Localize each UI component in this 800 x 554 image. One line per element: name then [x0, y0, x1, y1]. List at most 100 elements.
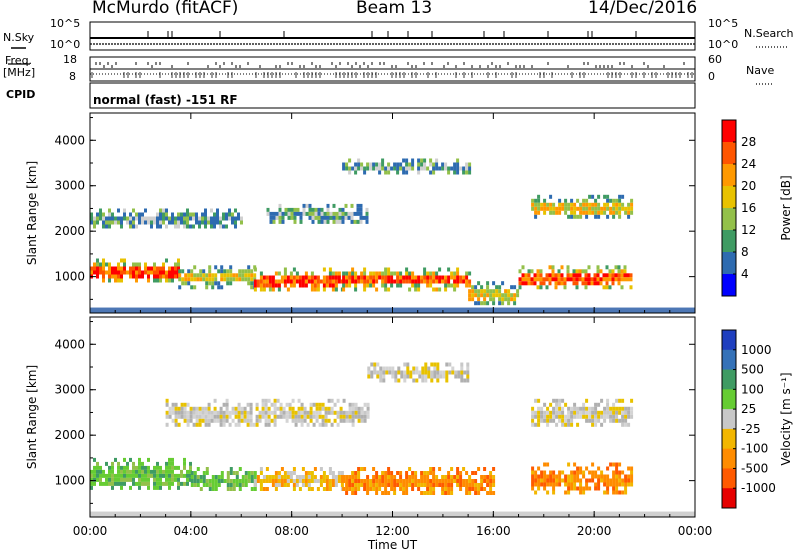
velocity-cell: [277, 471, 281, 475]
velocity-cell: [237, 418, 241, 423]
velocity-cell: [396, 483, 400, 487]
velocity-cell: [351, 422, 355, 427]
velocity-cell: [441, 483, 445, 487]
velocity-cell: [129, 469, 132, 474]
velocity-cell: [600, 474, 604, 479]
velocity-cell: [285, 414, 289, 419]
velocity-cell: [534, 398, 538, 403]
velocity-cell: [448, 362, 452, 367]
velocity-cell: [405, 491, 409, 495]
velocity-cell: [387, 491, 391, 495]
velocity-cell: [447, 483, 451, 487]
power-cell: [123, 270, 126, 275]
power-cell: [603, 194, 607, 199]
velocity-colorbar-segment: [722, 349, 736, 371]
velocity-cell: [399, 479, 403, 483]
velocity-cell: [576, 486, 580, 491]
velocity-cell: [225, 410, 229, 415]
velocity-cell: [390, 475, 394, 479]
power-cell: [192, 212, 195, 217]
velocity-cell: [630, 398, 634, 403]
velocity-cell: [621, 422, 625, 427]
power-colorbar-segment: [722, 142, 736, 165]
power-cell: [611, 281, 615, 286]
velocity-cell: [609, 406, 613, 411]
power-cell: [513, 301, 517, 306]
power-cell: [614, 273, 618, 278]
power-cell: [396, 283, 400, 288]
power-panel: [90, 158, 695, 313]
power-cell: [402, 279, 406, 284]
velocity-cell: [223, 479, 227, 483]
velocity-cell: [627, 474, 631, 479]
power-cell: [405, 271, 409, 276]
velocity-cell: [612, 486, 616, 491]
power-cell: [108, 224, 111, 229]
velocity-cell: [421, 378, 425, 383]
velocity-cell: [283, 471, 287, 475]
velocity-cell: [99, 469, 102, 474]
velocity-cell: [264, 422, 268, 427]
search-axis-bottom: 10^0: [708, 38, 739, 51]
power-cell: [372, 275, 376, 280]
power-cell: [199, 277, 203, 282]
power-cell: [441, 275, 445, 280]
power-cell: [129, 270, 132, 275]
velocity-cell: [105, 461, 108, 466]
velocity-cell: [186, 469, 189, 474]
velocity-cell: [234, 406, 238, 411]
power-cell: [566, 265, 570, 270]
power-cell: [501, 297, 505, 302]
power-cell: [123, 212, 126, 217]
power-cell: [627, 206, 631, 211]
power-cell: [298, 275, 302, 280]
velocity-cell: [492, 491, 496, 495]
velocity-cell: [126, 473, 129, 478]
velocity-cell: [351, 483, 355, 487]
power-cell: [229, 273, 233, 278]
velocity-cell: [165, 465, 168, 470]
x-tick-label: 04:00: [174, 524, 209, 538]
power-cell: [265, 279, 269, 284]
velocity-cell: [186, 410, 190, 415]
velocity-cell: [537, 414, 541, 419]
velocity-cell: [171, 477, 174, 482]
power-cell: [537, 206, 541, 211]
velocity-cell: [489, 483, 493, 487]
power-cell: [117, 278, 120, 283]
power-cell: [328, 275, 332, 280]
power-cell: [325, 279, 329, 284]
velocity-cell: [570, 410, 574, 415]
power-cell: [578, 277, 582, 282]
velocity-cell: [369, 479, 373, 483]
power-cell: [117, 270, 120, 275]
velocity-colorbar-segment: [722, 468, 736, 489]
velocity-cell: [564, 490, 568, 495]
power-cell: [486, 301, 490, 306]
velocity-cell: [264, 402, 268, 407]
power-cell: [585, 198, 589, 203]
power-cell: [366, 162, 370, 167]
velocity-cell: [297, 414, 301, 419]
velocity-cell: [351, 402, 355, 407]
power-cell: [190, 277, 194, 282]
power-cell: [281, 215, 285, 220]
velocity-cell: [570, 422, 574, 427]
velocity-cell: [570, 478, 574, 483]
power-cell: [396, 166, 400, 171]
power-cell: [338, 207, 342, 212]
power-cell: [102, 278, 105, 283]
velocity-cell: [384, 491, 388, 495]
velocity-cell: [301, 467, 305, 471]
velocity-cell: [486, 491, 490, 495]
power-cell: [581, 281, 585, 286]
velocity-cell: [132, 469, 135, 474]
power-cell: [105, 262, 108, 267]
power-cell: [348, 166, 352, 171]
power-cell: [575, 281, 579, 286]
power-cell: [211, 273, 215, 278]
power-cell: [277, 287, 281, 292]
velocity-cell: [270, 402, 274, 407]
velocity-cell: [168, 477, 171, 482]
